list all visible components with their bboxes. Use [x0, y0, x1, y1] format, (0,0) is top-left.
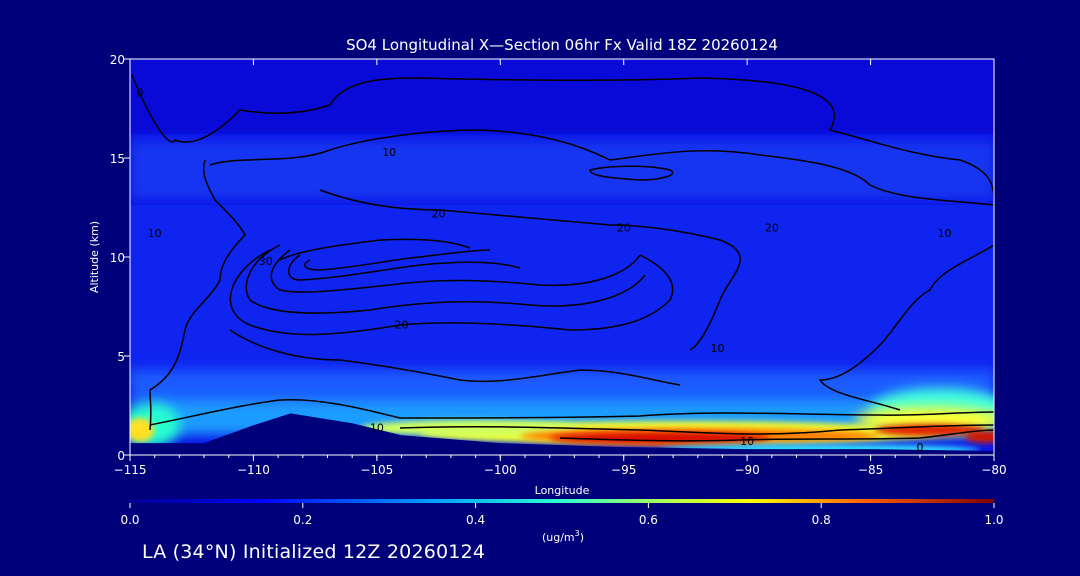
contour-boundary-1: [149, 398, 994, 426]
colorbar: 0.0 0.2 0.4 0.6 0.8 1.0 (ug/m3): [120, 499, 1004, 544]
concentration-mid-layer-2: [130, 205, 994, 385]
contour-label: 20: [432, 207, 446, 220]
colorbar-tick-label: 0.4: [466, 513, 485, 527]
contour-20-upper: [319, 189, 741, 351]
contour-10-east: [818, 244, 994, 411]
y-tick-label: 5: [117, 350, 125, 364]
contour-label: 10: [711, 342, 725, 355]
chart-title: SO4 Longitudinal X—Section 06hr Fx Valid…: [346, 36, 778, 54]
colorbar-gradient: [130, 499, 994, 503]
contour-20-lower: [229, 329, 681, 386]
contour-label: 20: [765, 221, 779, 234]
contour-40: [288, 254, 521, 281]
y-tick-label: 20: [110, 53, 125, 67]
contour-label: 10: [938, 227, 952, 240]
contour-label: 0: [916, 441, 923, 454]
x-tick-label: −100: [484, 463, 517, 477]
contour-30-3: [270, 249, 641, 293]
colorbar-unit: (ug/m3): [542, 529, 584, 544]
contour-30-1: [229, 249, 674, 336]
contour-boundary-3: [559, 429, 994, 442]
colorbar-tick-label: 0.8: [812, 513, 831, 527]
contour-60: [279, 238, 471, 261]
x-tick-label: −80: [981, 463, 1006, 477]
contour-label: 10: [148, 227, 162, 240]
contour-label: 20: [395, 318, 409, 331]
x-tick-label: −105: [360, 463, 393, 477]
colorbar-tick-label: 1.0: [984, 513, 1003, 527]
colorbar-unit-close: ): [580, 531, 584, 544]
contour-30-2: [245, 244, 646, 314]
x-tick-label: −85: [858, 463, 883, 477]
x-axis-label: Longitude: [535, 484, 590, 497]
contour-lines: [131, 74, 994, 442]
x-tick-label: −95: [611, 463, 636, 477]
contour-label: 10: [370, 421, 384, 434]
colorbar-tick-label: 0.0: [120, 513, 139, 527]
contour-label: 0: [136, 87, 143, 100]
footer-caption: LA (34°N) Initialized 12Z 20260124: [142, 541, 486, 563]
plume-east-far: [965, 431, 994, 443]
concentration-mid-layer: [130, 140, 994, 200]
y-tick-label: 15: [110, 152, 125, 166]
plot-area: 0 10 20 20 20 10 10 30 20 10 10 10 0: [130, 59, 994, 455]
x-tick-label: −115: [114, 463, 147, 477]
concentration-upper-layer: [130, 59, 994, 134]
contour-labels: 0 10 20 20 20 10 10 30 20 10 10 10 0: [136, 87, 951, 454]
contour-10-outer: [209, 129, 994, 206]
contour-0-outer: [131, 74, 994, 201]
x-axis: −115 −110 −105 −100 −95 −90 −85 −80: [114, 59, 1007, 477]
terrain: [130, 413, 994, 455]
contour-boundary-2: [399, 424, 994, 435]
y-tick-label: 10: [110, 251, 125, 265]
y-axis-label: Altitude (km): [88, 221, 101, 293]
contour-10-west: [149, 159, 246, 431]
x-tick-label: −90: [734, 463, 759, 477]
contour-label: 20: [617, 221, 631, 234]
plume-central-light: [360, 420, 580, 436]
contour-label: 30: [259, 255, 273, 268]
colorbar-tick-label: 0.2: [293, 513, 312, 527]
colorbar-unit-main: (ug/m: [542, 531, 575, 544]
contour-upper-closed: [589, 165, 674, 181]
contour-50: [304, 249, 491, 271]
colorbar-unit-sup: 3: [575, 529, 580, 538]
x-tick-label: −110: [237, 463, 270, 477]
contour-label: 10: [382, 146, 396, 159]
colorbar-tick-label: 0.6: [639, 513, 658, 527]
y-tick-label: 0: [117, 449, 125, 463]
colorbar-ticks: 0.0 0.2 0.4 0.6 0.8 1.0: [120, 503, 1004, 527]
plume-west-edge-core: [130, 418, 154, 442]
y-axis: 0 5 10 15 20: [110, 53, 130, 463]
contour-label: 10: [740, 435, 754, 448]
